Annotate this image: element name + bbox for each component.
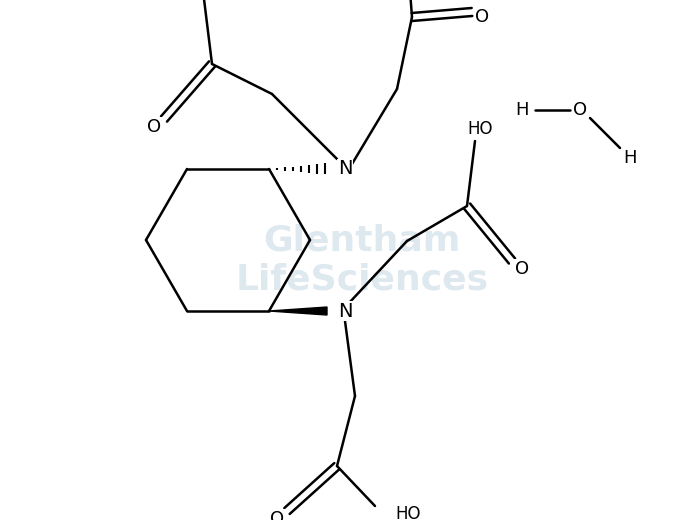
Text: O: O: [475, 8, 489, 26]
Text: N: N: [338, 160, 352, 178]
Text: H: H: [623, 149, 637, 167]
Text: N: N: [338, 302, 352, 320]
Text: HO: HO: [467, 120, 493, 138]
Text: O: O: [270, 510, 284, 520]
Text: O: O: [147, 118, 161, 136]
Text: H: H: [515, 101, 529, 119]
Text: O: O: [515, 260, 529, 278]
Text: O: O: [573, 101, 587, 119]
Text: HO: HO: [395, 505, 420, 520]
Text: Glentham
LifeSciences: Glentham LifeSciences: [235, 223, 489, 297]
Polygon shape: [269, 307, 327, 315]
